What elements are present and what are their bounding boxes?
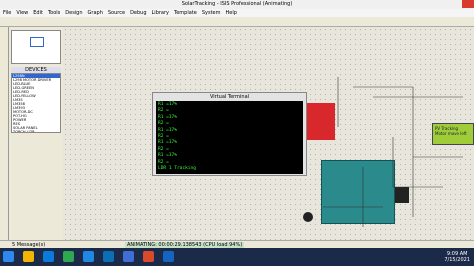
taskbar-icons bbox=[3, 251, 174, 262]
device-item[interactable]: TORCH_LDR bbox=[13, 130, 35, 133]
terminal-line: R2 = bbox=[158, 134, 169, 140]
device-item[interactable]: LED-GREEN bbox=[13, 86, 34, 90]
lcd-line: Motor move left bbox=[435, 131, 467, 136]
device-item[interactable]: LM358 bbox=[13, 102, 25, 106]
menu-item[interactable]: Tools bbox=[47, 10, 61, 16]
terminal-line: R1 =17% bbox=[158, 102, 177, 107]
motor bbox=[303, 212, 313, 222]
menu-item[interactable]: Help bbox=[225, 10, 237, 16]
taskbar-icon[interactable] bbox=[123, 251, 134, 262]
device-item[interactable]: POWER bbox=[13, 118, 27, 122]
terminal-line: R1 =17% bbox=[158, 114, 177, 120]
status-messages[interactable]: 5 Message(s) bbox=[12, 242, 46, 248]
menu-item[interactable]: Source bbox=[107, 10, 126, 16]
lcd-line: PV Tracking bbox=[435, 126, 459, 131]
taskbar-icon[interactable] bbox=[163, 251, 174, 262]
status-bar: 5 Message(s) ANIMATING: 00:00:29.138543 … bbox=[0, 240, 474, 248]
device-item[interactable]: LED-RED bbox=[13, 90, 29, 94]
menu-item[interactable]: Debug bbox=[130, 10, 147, 16]
menu-item[interactable]: Graph bbox=[87, 10, 103, 16]
taskbar-icon[interactable] bbox=[63, 251, 74, 262]
title-bar: SolarTracking - ISIS Professional (Anima… bbox=[0, 0, 474, 9]
device-item[interactable]: L298 MOTOR DRIVER bbox=[13, 78, 52, 82]
taskbar-icon[interactable] bbox=[43, 251, 54, 262]
taskbar-icon[interactable] bbox=[143, 251, 154, 262]
menu-item[interactable]: View bbox=[16, 10, 29, 16]
devices-header: DEVICES bbox=[11, 67, 61, 73]
menu-bar: File View Edit Tools Design Graph Source Debug L… bbox=[0, 9, 474, 17]
overview bbox=[11, 30, 61, 64]
arduino-board bbox=[321, 160, 395, 224]
menu-item[interactable]: File bbox=[3, 10, 12, 16]
terminal-window[interactable]: Virtual Terminal R1 =17% R2 = R1 =17% R2 = R… bbox=[152, 92, 307, 176]
menu-item[interactable]: System bbox=[201, 10, 221, 16]
device-item[interactable]: RES bbox=[13, 122, 21, 126]
terminal-line: R2 = bbox=[158, 159, 169, 165]
device-item[interactable]: LM35 bbox=[13, 98, 23, 102]
device-item[interactable]: LED-YELLOW bbox=[13, 94, 36, 98]
taskbar-icon[interactable] bbox=[103, 251, 114, 262]
device-list: L298N L298 MOTOR DRIVER LED-BLUE LED-GREEN L… bbox=[11, 73, 61, 133]
motor-driver bbox=[303, 103, 335, 140]
menu-item[interactable]: Design bbox=[65, 10, 83, 16]
taskbar-icon[interactable] bbox=[3, 251, 14, 262]
menu-item[interactable]: Template bbox=[174, 10, 197, 16]
taskbar-icon[interactable] bbox=[83, 251, 94, 262]
menu-item[interactable]: Edit bbox=[33, 10, 43, 16]
toolbar bbox=[0, 17, 474, 27]
device-item[interactable]: MOTOR-DC bbox=[13, 110, 33, 114]
component bbox=[395, 187, 409, 203]
terminal-line: R1 =17% bbox=[158, 127, 177, 133]
terminal-title: Virtual Terminal bbox=[209, 94, 250, 100]
terminal-line: R2 = bbox=[158, 121, 169, 127]
window-title: SolarTracking - ISIS Professional (Anima… bbox=[181, 1, 293, 7]
device-item[interactable]: LED-BLUE bbox=[13, 82, 31, 86]
device-item[interactable]: L298N bbox=[12, 74, 60, 78]
time: 9:09 AM bbox=[446, 251, 468, 257]
menu-item[interactable]: Library bbox=[151, 10, 169, 16]
terminal-line: R1 =17% bbox=[158, 153, 177, 159]
clock: 9:09 AM 7/15/2021 bbox=[444, 251, 470, 263]
device-item[interactable]: LM393 bbox=[13, 106, 25, 110]
device-panel: DEVICES L298N L298 MOTOR DRIVER LED-BLUE LE… bbox=[9, 27, 63, 240]
wires bbox=[323, 77, 463, 227]
terminal-line: R1 =17% bbox=[158, 140, 177, 146]
terminal-line: R2 = bbox=[158, 146, 169, 152]
taskbar: 9:09 AM 7/15/2021 bbox=[0, 248, 474, 266]
terminal-line: LDR 1 Tracking bbox=[158, 166, 196, 172]
device-item[interactable]: POT-HG bbox=[13, 114, 27, 118]
overview-view bbox=[30, 37, 44, 47]
device-item[interactable]: SOLAR PANEL bbox=[13, 126, 38, 130]
terminal-screen: R1 =17% R2 = R1 =17% R2 = R1 =17% R2 = R1 =17%… bbox=[156, 101, 303, 174]
terminal-line: R2 = bbox=[158, 108, 169, 114]
close-button[interactable] bbox=[462, 0, 474, 8]
taskbar-icon[interactable] bbox=[23, 251, 34, 262]
mode-toolbar bbox=[0, 27, 9, 240]
date: 7/15/2021 bbox=[444, 257, 470, 263]
status-animation: ANIMATING: 00:00:29.138543 (CPU load 94%… bbox=[125, 242, 245, 248]
